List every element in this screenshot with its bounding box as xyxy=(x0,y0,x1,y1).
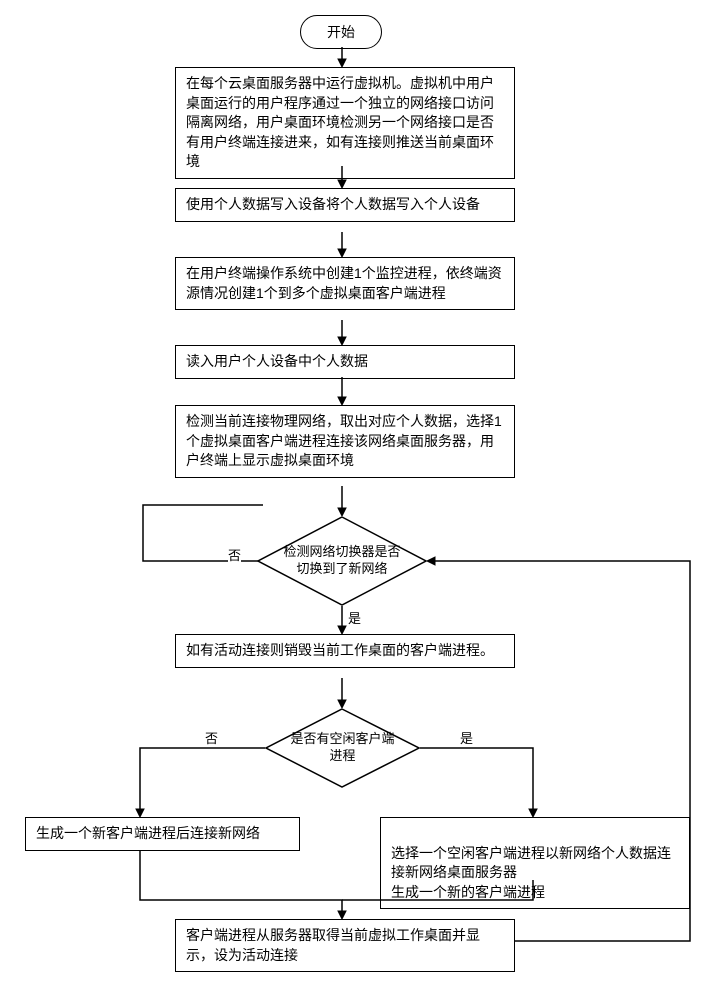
arrow-p7-merge xyxy=(135,850,350,920)
process-detect-network: 检测当前连接物理网络，取出对应个人数据，选择1个虚拟桌面客户端进程连接该网络桌面… xyxy=(175,405,515,478)
d1-no-label: 否 xyxy=(228,545,241,564)
process-new-client-connect: 生成一个新客户端进程后连接新网络 xyxy=(25,817,300,851)
start-terminator: 开始 xyxy=(300,15,382,49)
d2-text: 是否有空闲客户端进程 xyxy=(265,708,420,788)
process-run-vm: 在每个云桌面服务器中运行虚拟机。虚拟机中用户桌面运行的用户程序通过一个独立的网络… xyxy=(175,67,515,179)
arrow xyxy=(337,377,347,405)
arrow xyxy=(337,232,347,257)
d2-no-label: 否 xyxy=(205,728,218,747)
arrow-d1-yes xyxy=(337,606,347,634)
p1-text: 在每个云桌面服务器中运行虚拟机。虚拟机中用户桌面运行的用户程序通过一个独立的网络… xyxy=(186,75,494,169)
decision-network-switched: 检测网络切换器是否切换到了新网络 xyxy=(257,516,427,606)
p2-text: 使用个人数据写入设备将个人数据写入个人设备 xyxy=(186,196,480,212)
p4-text: 读入用户个人设备中个人数据 xyxy=(186,353,368,369)
p3-text: 在用户终端操作系统中创建1个监控进程，依终端资源情况创建1个到多个虚拟桌面客户端… xyxy=(186,265,502,301)
decision-idle-client: 是否有空闲客户端进程 xyxy=(265,708,420,788)
arrow xyxy=(337,47,347,67)
arrow xyxy=(337,166,347,188)
process-write-personal-data: 使用个人数据写入设备将个人数据写入个人设备 xyxy=(175,188,515,222)
arrow-d1-no xyxy=(138,500,263,565)
arrow-loop-back xyxy=(425,556,700,946)
process-create-monitor: 在用户终端操作系统中创建1个监控进程，依终端资源情况创建1个到多个虚拟桌面客户端… xyxy=(175,257,515,310)
arrow xyxy=(337,678,347,708)
arrow-d2-no xyxy=(135,743,270,818)
start-label: 开始 xyxy=(327,22,355,42)
arrow xyxy=(337,486,347,516)
d1-yes-label: 是 xyxy=(348,608,361,627)
process-read-personal-data: 读入用户个人设备中个人数据 xyxy=(175,345,515,379)
d1-text: 检测网络切换器是否切换到了新网络 xyxy=(257,516,427,606)
p7-text: 生成一个新客户端进程后连接新网络 xyxy=(36,825,260,841)
arrow xyxy=(337,320,347,345)
flowchart-canvas: 开始 在每个云桌面服务器中运行虚拟机。虚拟机中用户桌面运行的用户程序通过一个独立… xyxy=(10,10,700,990)
p5-text: 检测当前连接物理网络，取出对应个人数据，选择1个虚拟桌面客户端进程连接该网络桌面… xyxy=(186,413,502,468)
